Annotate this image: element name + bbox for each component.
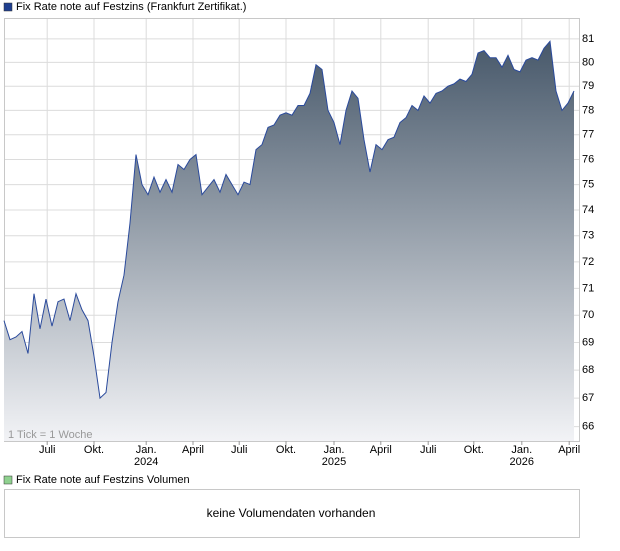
y-tick-label: 68 [582,364,594,376]
x-tick-label: April [558,444,580,456]
legend-label: Fix Rate note auf Festzins (Frankfurt Ze… [16,1,246,13]
y-tick-label: 77 [582,129,594,141]
y-tick-label: 76 [582,153,594,165]
y-tick-label: 73 [582,230,594,242]
x-tick-label: Okt. [464,444,484,456]
x-tick-year: 2025 [322,456,346,468]
x-tick-label: Juli [39,444,56,456]
x-tick-label: Juli [231,444,248,456]
y-tick-label: 67 [582,392,594,404]
y-tick-label: 70 [582,309,594,321]
y-tick-label: 79 [582,80,594,92]
y-tick-label: 74 [582,204,594,216]
plot-frame [4,18,580,442]
legend-swatch [3,2,13,12]
x-tick-label: Juli [420,444,437,456]
y-tick-label: 80 [582,56,594,68]
x-tick-label: Okt. [84,444,104,456]
volume-message: keine Volumendaten vorhanden [207,506,376,520]
y-tick-label: 75 [582,179,594,191]
y-tick-label: 69 [582,336,594,348]
x-tick-label: Jan. [511,444,532,456]
y-tick-label: 81 [582,33,594,45]
area-fill [4,41,574,442]
x-tick-label: April [182,444,204,456]
x-tick-year: 2024 [134,456,158,468]
x-tick-year: 2026 [510,456,534,468]
x-tick-label: Jan. [324,444,345,456]
y-tick-label: 71 [582,282,594,294]
x-tick-label: Jan. [136,444,157,456]
x-tick-label: Okt. [276,444,296,456]
price-line [3,40,575,400]
y-tick-label: 66 [582,421,594,433]
volume-frame [4,489,580,538]
tick-note: 1 Tick = 1 Woche [8,429,92,441]
y-tick-label: 72 [582,256,594,268]
x-tick-label: April [370,444,392,456]
volume-legend-label: Fix Rate note auf Festzins Volumen [16,474,190,486]
volume-legend-swatch [3,475,13,485]
y-tick-label: 78 [582,104,594,116]
